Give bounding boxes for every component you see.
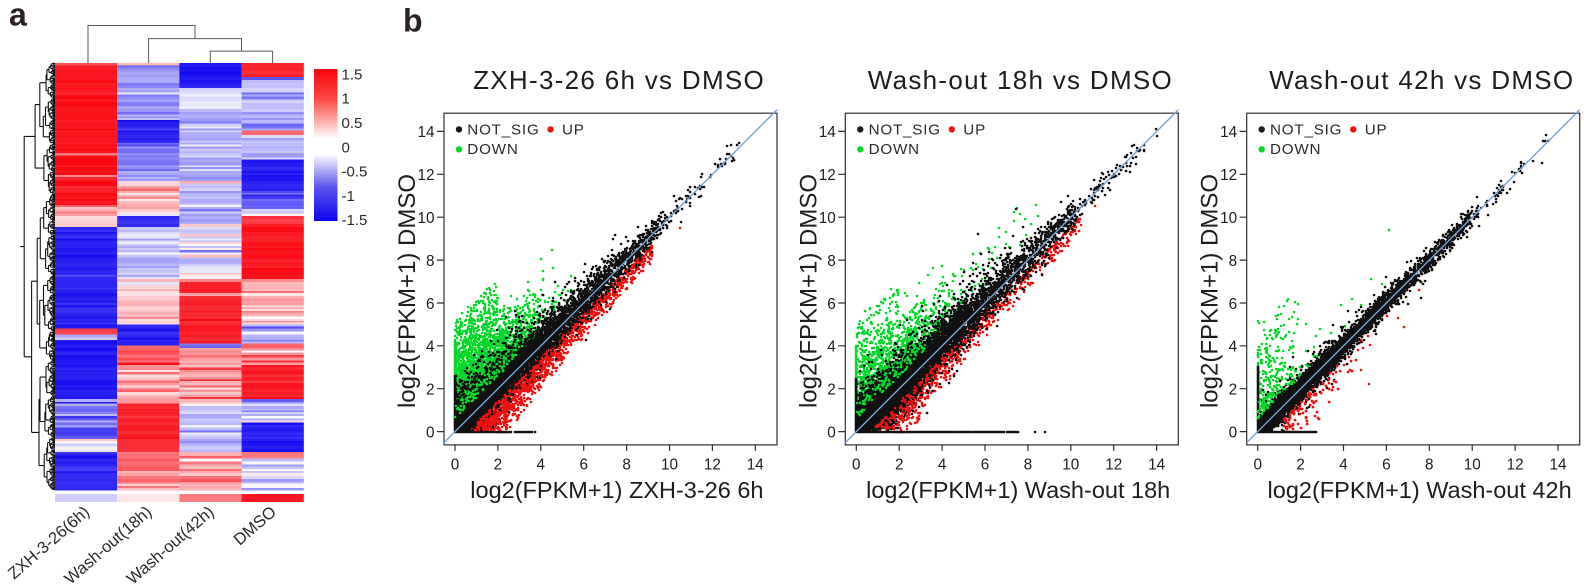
svg-text:4: 4 (1229, 339, 1238, 356)
svg-text:6: 6 (1382, 456, 1391, 473)
svg-text:10: 10 (417, 210, 434, 227)
svg-text:4: 4 (426, 339, 435, 356)
svg-text:log2(FPKM+1) Wash-out 42h: log2(FPKM+1) Wash-out 42h (1268, 477, 1572, 503)
svg-text:1: 1 (342, 91, 350, 108)
svg-text:log2(FPKM+1) DMSO: log2(FPKM+1) DMSO (1197, 174, 1224, 408)
svg-text:10: 10 (1062, 456, 1079, 473)
svg-text:8: 8 (1024, 456, 1033, 473)
svg-text:12: 12 (819, 167, 836, 184)
svg-text:DOWN: DOWN (467, 141, 518, 158)
svg-text:2: 2 (827, 382, 836, 399)
svg-text:Wash-out 42h vs DMSO: Wash-out 42h vs DMSO (1269, 65, 1574, 95)
svg-text:8: 8 (622, 456, 631, 473)
svg-text:0: 0 (827, 424, 836, 441)
svg-text:12: 12 (704, 456, 721, 473)
svg-text:NOT_SIG: NOT_SIG (869, 121, 941, 138)
svg-text:10: 10 (1220, 210, 1237, 227)
svg-text:log2(FPKM+1) DMSO: log2(FPKM+1) DMSO (394, 174, 421, 408)
svg-text:log2(FPKM+1) DMSO: log2(FPKM+1) DMSO (795, 174, 822, 408)
svg-text:6: 6 (981, 456, 990, 473)
svg-text:14: 14 (1549, 456, 1567, 473)
svg-text:DOWN: DOWN (1270, 141, 1321, 158)
svg-text:14: 14 (1220, 124, 1238, 141)
svg-text:a: a (9, 0, 27, 33)
svg-text:2: 2 (895, 456, 904, 473)
svg-text:6: 6 (426, 296, 435, 313)
svg-text:6: 6 (579, 456, 588, 473)
svg-text:NOT_SIG: NOT_SIG (467, 121, 539, 138)
svg-text:8: 8 (1229, 253, 1238, 270)
svg-text:14: 14 (1148, 456, 1166, 473)
svg-text:4: 4 (827, 339, 836, 356)
svg-text:b: b (403, 3, 423, 39)
svg-text:8: 8 (1425, 456, 1434, 473)
svg-text:-1.5: -1.5 (342, 212, 368, 229)
svg-text:0: 0 (342, 139, 350, 156)
svg-text:DOWN: DOWN (869, 141, 920, 158)
svg-text:UP: UP (1365, 121, 1388, 138)
svg-text:2: 2 (494, 456, 503, 473)
svg-text:8: 8 (827, 253, 836, 270)
svg-text:12: 12 (417, 167, 434, 184)
svg-text:UP: UP (562, 121, 585, 138)
svg-text:Wash-out 18h vs DMSO: Wash-out 18h vs DMSO (868, 65, 1173, 95)
svg-text:0: 0 (1229, 424, 1238, 441)
svg-text:UP: UP (963, 121, 986, 138)
svg-text:6: 6 (827, 296, 836, 313)
svg-text:-0.5: -0.5 (342, 164, 368, 181)
svg-text:4: 4 (938, 456, 947, 473)
svg-text:2: 2 (1296, 456, 1305, 473)
svg-text:12: 12 (1105, 456, 1122, 473)
svg-text:14: 14 (417, 124, 435, 141)
svg-text:6: 6 (1229, 296, 1238, 313)
svg-text:14: 14 (747, 456, 765, 473)
svg-text:2: 2 (426, 382, 435, 399)
svg-text:-1: -1 (342, 188, 355, 205)
svg-text:12: 12 (1220, 167, 1237, 184)
svg-text:10: 10 (661, 456, 678, 473)
svg-text:0.5: 0.5 (342, 115, 363, 132)
svg-text:0: 0 (1253, 456, 1262, 473)
svg-text:8: 8 (426, 253, 435, 270)
svg-text:2: 2 (1229, 382, 1238, 399)
svg-text:10: 10 (1464, 456, 1481, 473)
svg-text:log2(FPKM+1) ZXH-3-26 6h: log2(FPKM+1) ZXH-3-26 6h (470, 477, 763, 503)
svg-text:14: 14 (819, 124, 837, 141)
svg-text:ZXH-3-26 6h vs DMSO: ZXH-3-26 6h vs DMSO (473, 65, 765, 95)
svg-text:0: 0 (451, 456, 460, 473)
svg-text:0: 0 (852, 456, 861, 473)
svg-text:4: 4 (537, 456, 546, 473)
svg-text:log2(FPKM+1) Wash-out 18h: log2(FPKM+1) Wash-out 18h (866, 477, 1170, 503)
svg-text:4: 4 (1339, 456, 1348, 473)
svg-text:12: 12 (1507, 456, 1524, 473)
svg-text:1.5: 1.5 (342, 67, 363, 84)
svg-text:0: 0 (426, 424, 435, 441)
svg-text:NOT_SIG: NOT_SIG (1270, 121, 1342, 138)
svg-text:10: 10 (819, 210, 836, 227)
